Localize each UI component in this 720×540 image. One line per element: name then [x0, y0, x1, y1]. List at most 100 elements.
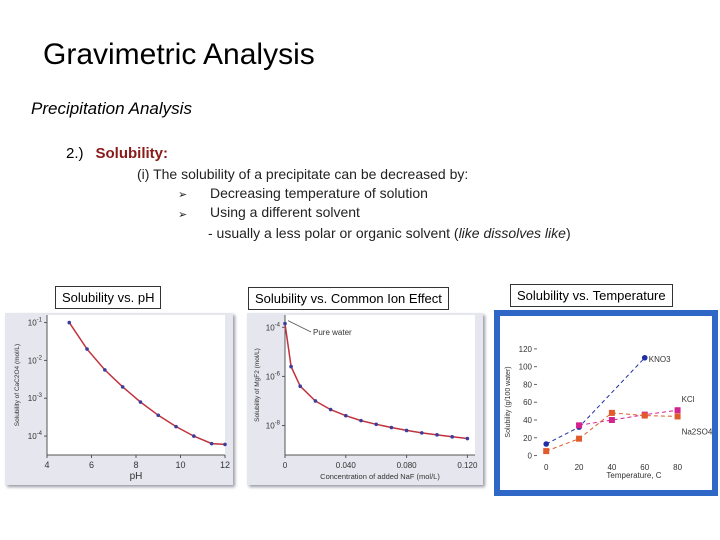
tick-label: 10-4	[266, 322, 281, 332]
legend-label: KCl	[682, 395, 695, 404]
chart-temperature-frame: 0 20 40 60 80 0 20 40 60 80 100 120 KNO3 KCl Na2SO4 T…	[494, 310, 718, 496]
data-point	[674, 413, 681, 420]
x-axis-label: Concentration of added NaF (mol/L)	[320, 472, 440, 481]
data-point	[465, 436, 470, 441]
series-line	[68, 322, 226, 446]
annotation-pure-water: Pure water	[313, 328, 352, 337]
data-point	[298, 384, 302, 389]
data-point	[608, 417, 615, 423]
data-point	[283, 321, 287, 326]
legend-label: KNO3	[649, 355, 671, 364]
data-point	[138, 400, 143, 404]
arrow-bullet-icon: ➢	[178, 189, 188, 201]
data-point	[608, 409, 615, 416]
data-point	[174, 424, 178, 429]
data-point	[313, 399, 318, 403]
arrow-bullet-icon: ➢	[178, 209, 188, 221]
data-point	[576, 422, 583, 429]
data-point	[435, 433, 439, 437]
tick-label: 4	[44, 460, 49, 470]
annotation-leader	[287, 320, 312, 333]
x-axis-label: Temperature, C	[606, 471, 661, 480]
tick-label: 20	[523, 434, 532, 443]
plot-area	[500, 316, 712, 490]
tick-label: 60	[640, 463, 649, 472]
bullet-item: Decreasing temperature of solution	[210, 185, 428, 201]
data-point	[223, 442, 227, 447]
tick-label: 10-8	[266, 421, 281, 431]
y-axis-label: Solubility of MgF2 (mol/L)	[254, 348, 261, 422]
slide-title: Gravimetric Analysis	[43, 38, 315, 71]
data-point	[576, 435, 583, 442]
data-point	[543, 441, 550, 447]
item-number: 2.)	[66, 145, 84, 162]
intro-text: (i) The solubility of a precipitate can …	[137, 166, 469, 182]
series-line	[546, 412, 678, 452]
data-point	[641, 354, 648, 361]
tick-label: 12	[220, 460, 230, 470]
tick-label: 10-3	[28, 393, 43, 403]
label-common-ion: Solubility vs. Common Ion Effect	[248, 287, 449, 310]
item-heading-row: 2.) Solubility:	[66, 145, 168, 162]
data-point	[420, 431, 424, 435]
tick-label: 40	[523, 416, 532, 425]
tick-label: 20	[575, 463, 584, 472]
sub-note-italic: like dissolves like	[458, 225, 566, 241]
tick-label: 10-1	[28, 318, 43, 328]
tick-label: 40	[607, 463, 616, 472]
item-heading: Solubility:	[95, 145, 169, 162]
data-point	[404, 428, 409, 433]
label-ph: Solubility vs. pH	[55, 286, 162, 309]
label-temperature: Solubility vs. Temperature	[510, 284, 673, 307]
tick-label: 8	[133, 460, 138, 470]
data-point	[209, 441, 214, 446]
tick-label: 10-2	[28, 355, 43, 365]
series-line	[284, 323, 468, 440]
tick-label: 0	[528, 452, 533, 461]
bullet-item: Using a different solvent	[210, 204, 360, 220]
tick-label: 10-6	[266, 371, 281, 381]
data-point	[374, 422, 378, 427]
data-point	[359, 418, 363, 423]
data-point	[674, 407, 681, 414]
chart-common-ion-panel: 0 0.040 0.080 0.120 10-4 10-6 10-8 Pure water …	[247, 313, 483, 485]
data-point	[289, 364, 293, 369]
data-point	[328, 407, 333, 412]
legend-label: Na2SO4	[682, 427, 713, 436]
tick-label: 120	[519, 345, 533, 354]
tick-label: 100	[519, 363, 533, 372]
tick-label: 10-4	[28, 431, 43, 441]
tick-label: 0	[544, 463, 549, 472]
tick-label: 80	[523, 380, 532, 389]
data-point	[450, 435, 454, 439]
tick-label: 10	[175, 460, 185, 470]
data-point	[389, 425, 394, 430]
data-point	[103, 368, 107, 372]
chart-ph: 4 6 8 10 12 10-1 10-2 10-3 10-4 pH Solubility of…	[14, 315, 230, 482]
data-point	[543, 448, 550, 455]
sub-note: - usually a less polar or organic solven…	[208, 225, 571, 241]
data-point	[85, 347, 89, 351]
tick-label: 0.040	[336, 461, 357, 470]
tick-label: 0	[283, 461, 288, 470]
series-line	[579, 409, 678, 426]
data-point	[641, 412, 648, 419]
tick-label: 80	[673, 463, 682, 472]
plot-area	[47, 315, 225, 455]
sub-note-prefix: - usually a less polar or organic solven…	[208, 225, 459, 241]
data-point	[120, 385, 125, 389]
chart-ph-panel: 4 6 8 10 12 10-1 10-2 10-3 10-4 pH Solubility of…	[5, 313, 233, 485]
sub-note-suffix: )	[565, 225, 571, 241]
data-point	[344, 413, 348, 418]
data-point	[156, 413, 161, 418]
slide-subtitle: Precipitation Analysis	[31, 99, 192, 118]
tick-label: 0.080	[397, 461, 418, 470]
plot-area	[285, 315, 475, 455]
y-axis-label: Solubility (g/100 water)	[505, 366, 512, 437]
data-point	[192, 434, 196, 438]
tick-label: 6	[89, 460, 94, 470]
x-axis-label: pH	[130, 471, 143, 482]
y-axis-label: Solubility of CaC2O4 (mol/L)	[14, 344, 21, 426]
tick-label: 0.120	[457, 461, 478, 470]
